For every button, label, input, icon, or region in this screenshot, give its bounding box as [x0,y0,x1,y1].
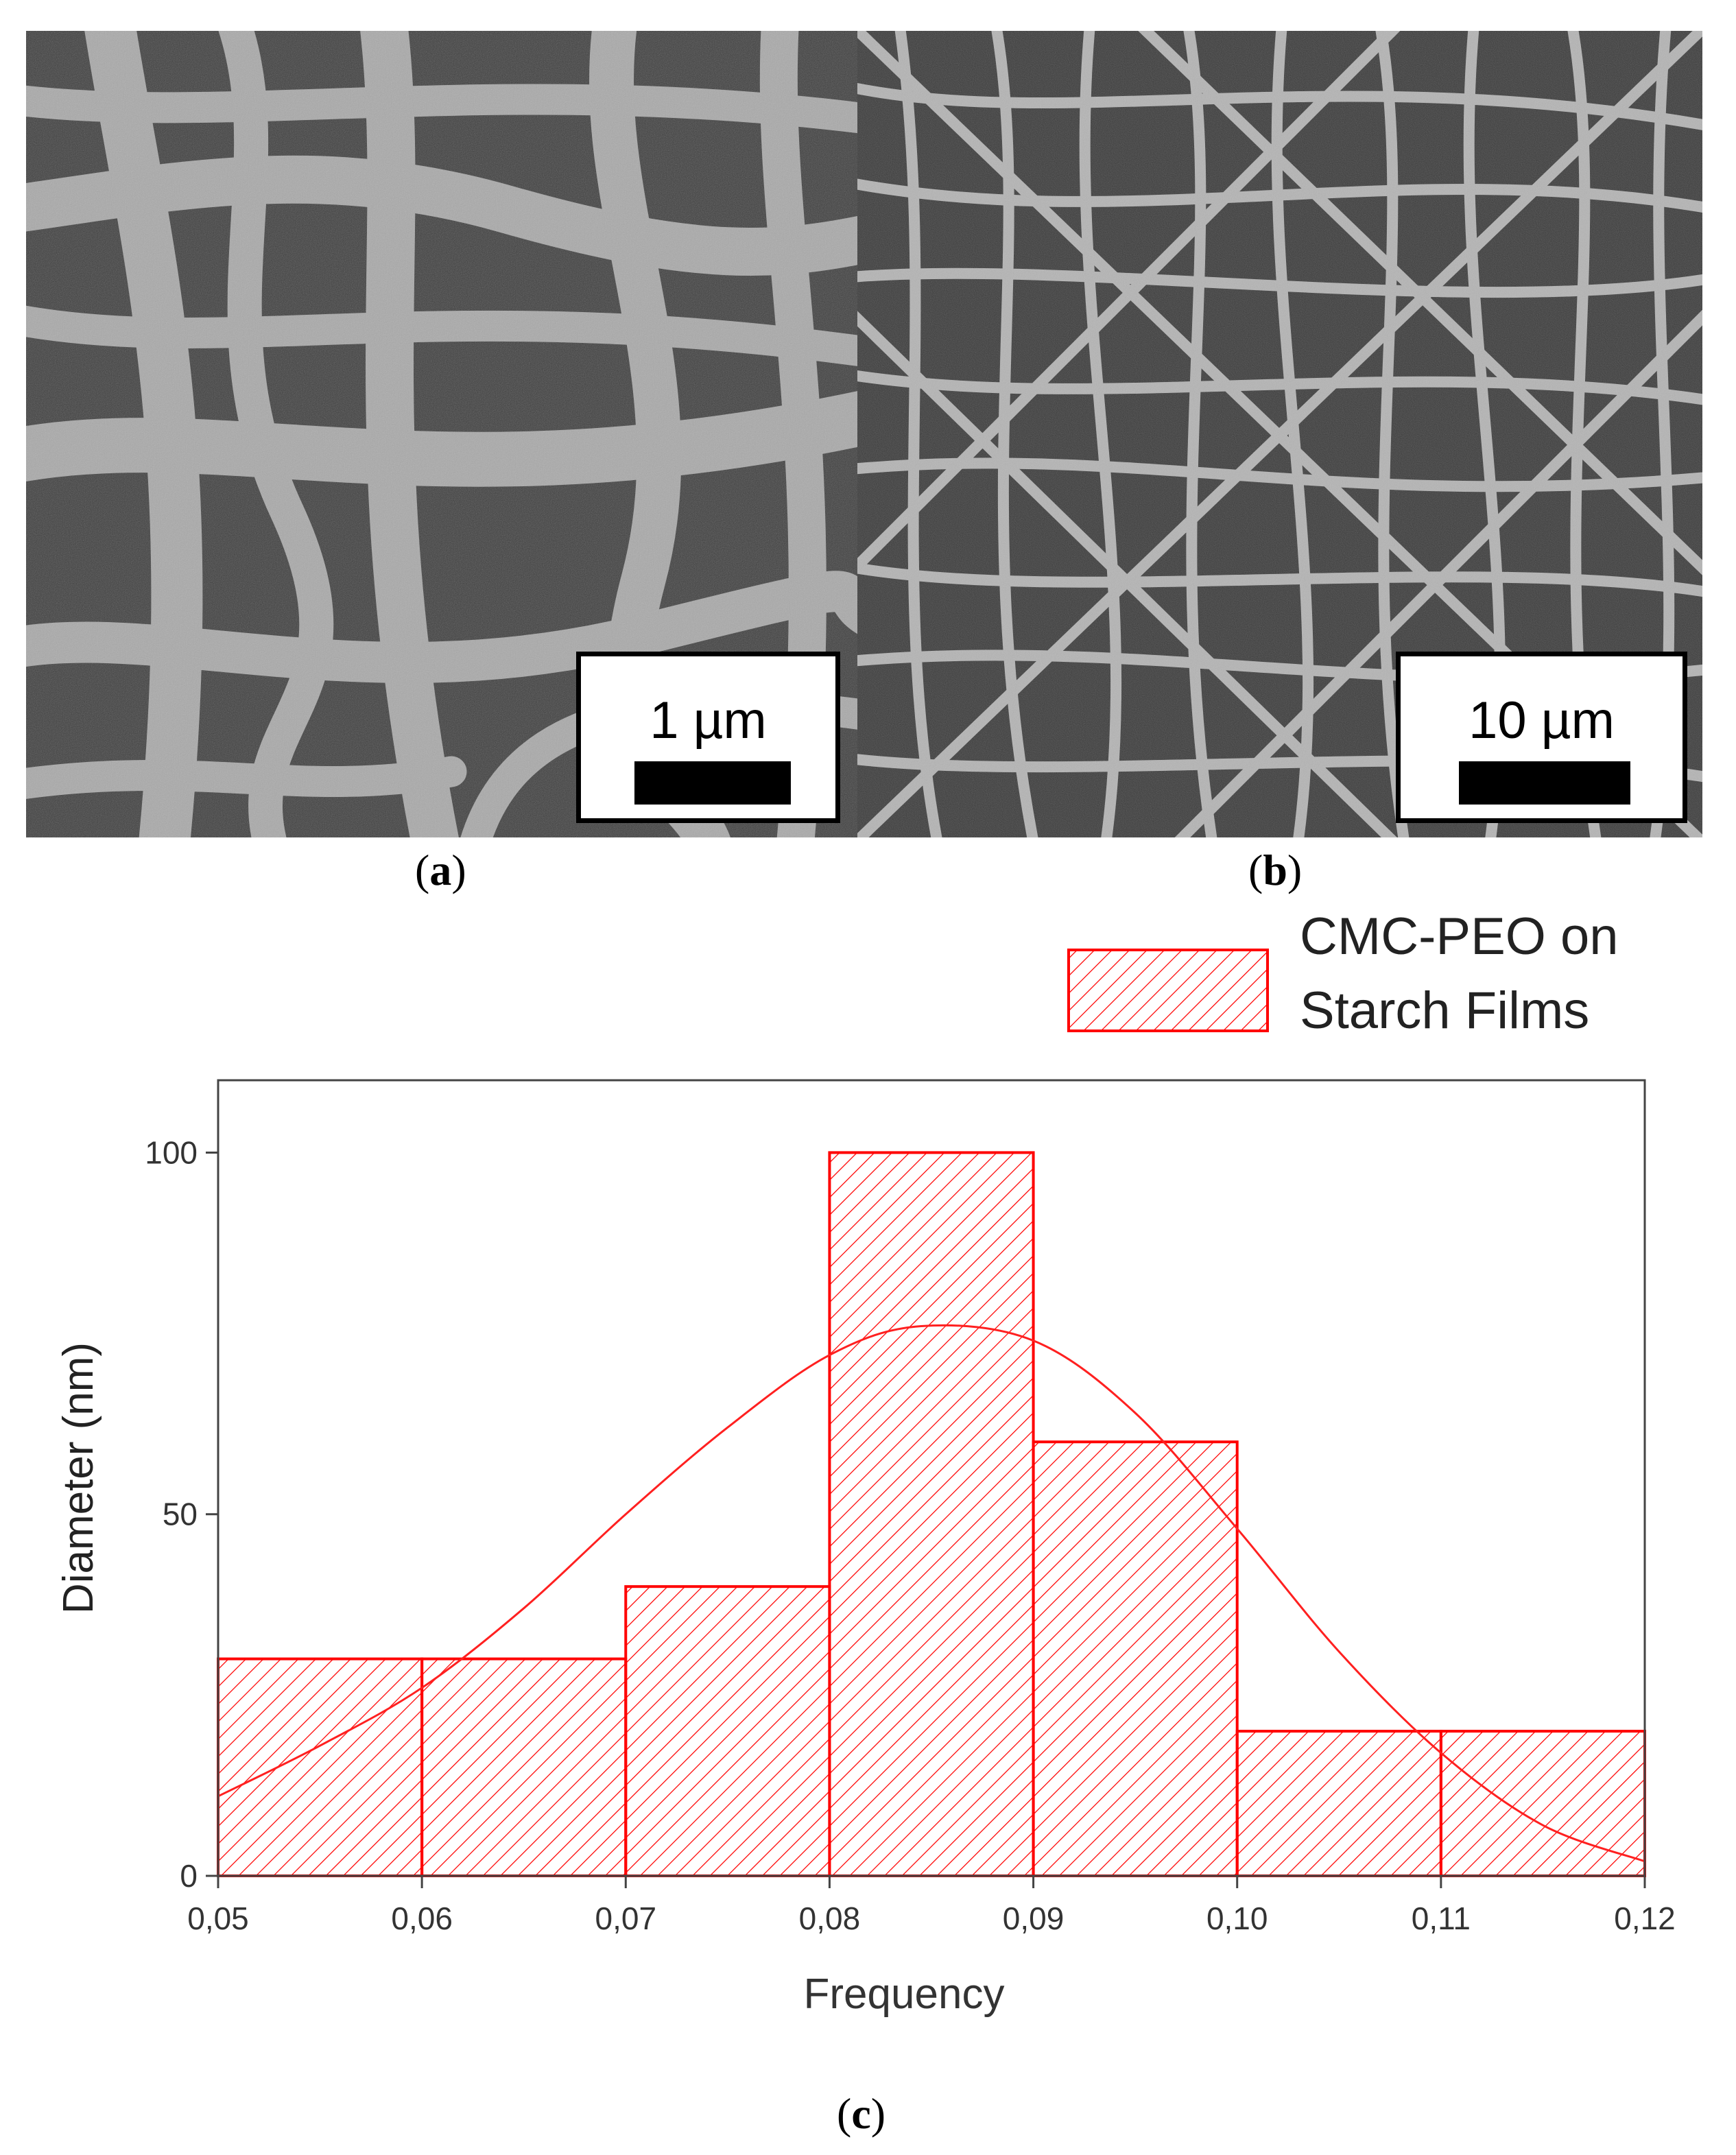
y-tick-label: 100 [145,1134,198,1170]
legend-label: CMC-PEO on Starch Films [1300,907,1619,1040]
x-tick-label: 0,05 [187,1901,249,1936]
scale-bar-label-a: 1 µm [650,691,767,750]
y-axis-ticks: 0 50 100 [145,1134,218,1894]
fit-curve [217,1324,1645,1863]
scale-bar-label-b: 10 µm [1469,691,1615,750]
histogram-bar-4 [828,1151,1035,1877]
sem-image-b: 10 µm [857,31,1702,837]
histogram-bar-6 [1235,1730,1442,1878]
histogram-bar-3 [624,1585,831,1877]
panel-label-c: (c) [837,2089,886,2138]
scale-bar-box-b: 10 µm [1396,652,1687,823]
scale-bar-b [1459,761,1630,805]
x-tick-label: 0,06 [391,1901,453,1936]
x-axis-ticks: 0,05 0,06 0,07 0,08 0,09 0,10 0,11 0,12 [187,1876,1676,1936]
histogram-bar-5 [1032,1440,1239,1877]
x-tick-label: 0,11 [1412,1901,1471,1936]
panel-label-a: (a) [415,846,466,894]
bars-group [217,1151,1647,1878]
x-tick-label: 0,10 [1206,1901,1268,1936]
scale-bar-a [634,761,791,805]
scale-bar-box-a: 1 µm [576,652,840,823]
x-tick-label: 0,12 [1614,1901,1676,1936]
x-tick-label: 0,09 [1003,1901,1065,1936]
histogram-bar-7 [1439,1730,1647,1878]
sem-image-a: 1 µm [26,31,857,837]
histogram-bar-1 [217,1657,424,1877]
y-tick-label: 0 [180,1858,198,1894]
plot-frame [217,1079,1646,1877]
y-tick-label: 50 [163,1497,198,1532]
x-tick-label: 0,07 [595,1901,657,1936]
y-axis-label: Diameter (nm) [55,1342,102,1614]
x-tick-label: 0,08 [799,1901,861,1936]
x-axis-label: Frequency [804,1971,1005,2018]
histogram-chart: 0,05 0,06 0,07 0,08 0,09 0,10 0,11 0,12 050100 … [55,949,1676,2018]
histogram-bar-2 [420,1657,628,1877]
panel-label-b: (b) [1248,846,1303,894]
legend-swatch [1067,949,1269,1032]
